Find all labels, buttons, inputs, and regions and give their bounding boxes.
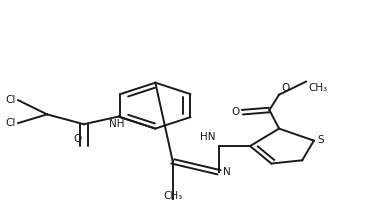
Text: HN: HN xyxy=(200,132,215,142)
Text: CH₃: CH₃ xyxy=(308,83,327,93)
Text: O: O xyxy=(231,107,239,117)
Text: O: O xyxy=(74,134,82,144)
Text: S: S xyxy=(318,134,324,145)
Text: Cl: Cl xyxy=(6,118,16,128)
Text: O: O xyxy=(281,82,289,93)
Text: NH: NH xyxy=(109,119,125,129)
Text: N: N xyxy=(223,167,231,177)
Text: Cl: Cl xyxy=(6,95,16,105)
Text: CH₃: CH₃ xyxy=(163,191,182,201)
